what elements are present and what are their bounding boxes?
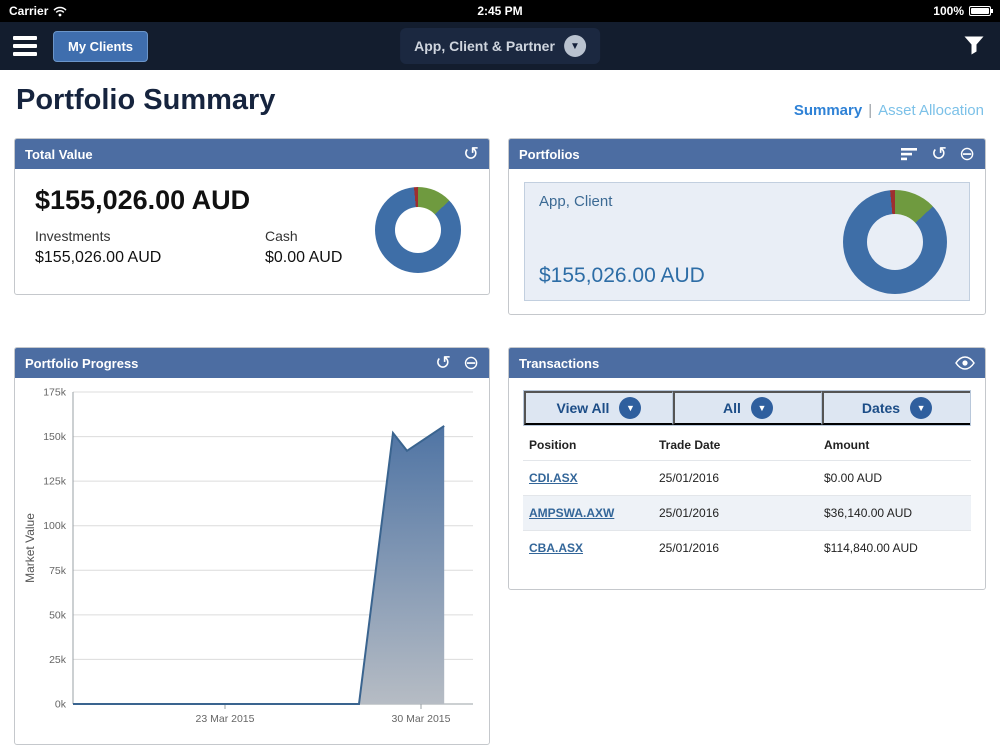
- amount-cell: $36,140.00 AUD: [824, 506, 913, 520]
- table-row: AMPSWA.AXW 25/01/2016 $36,140.00 AUD: [523, 495, 971, 530]
- scope-selector-label: App, Client & Partner: [414, 38, 555, 54]
- position-link[interactable]: CDI.ASX: [529, 471, 578, 485]
- cash-value: $0.00 AUD: [265, 249, 343, 266]
- panel-title: Total Value: [25, 146, 93, 162]
- svg-text:150k: 150k: [43, 431, 67, 443]
- tab-summary[interactable]: Summary: [793, 102, 863, 119]
- type-filter-label: All: [723, 400, 741, 416]
- tab-separator: |: [868, 102, 873, 119]
- svg-text:30 Mar 2015: 30 Mar 2015: [392, 713, 451, 725]
- chevron-down-icon: ▼: [750, 397, 773, 419]
- total-value-body: $155,026.00 AUD Investments $155,026.00 …: [15, 169, 489, 279]
- page-title: Portfolio Summary: [16, 84, 276, 116]
- portfolio-progress-panel: Portfolio Progress ↺ ⊖ 0k 25k 50k 75k 100k 12…: [14, 347, 490, 745]
- svg-text:100k: 100k: [43, 520, 67, 532]
- panel-title: Transactions: [519, 355, 600, 371]
- portfolio-name: App, Client: [539, 193, 613, 210]
- svg-text:Market Value: Market Value: [23, 513, 37, 583]
- transactions-filter-bar: View All ▼ All ▼ Dates ▼: [523, 390, 971, 426]
- portfolios-panel-header: Portfolios ↺ ⊖: [509, 139, 985, 169]
- total-value-panel-header: Total Value ↺: [15, 139, 489, 169]
- svg-text:50k: 50k: [49, 609, 67, 621]
- transactions-panel-header: Transactions: [509, 348, 985, 378]
- investments-value: $155,026.00 AUD: [35, 249, 162, 266]
- portfolios-body: App, Client $155,026.00 AUD: [509, 169, 985, 314]
- panel-title: Portfolios: [519, 146, 580, 162]
- investments-label: Investments: [35, 228, 111, 244]
- refresh-icon[interactable]: ↺: [435, 352, 452, 374]
- total-value-panel: Total Value ↺ $155,026.00 AUD Investment…: [14, 138, 490, 295]
- portfolios-panel: Portfolios ↺ ⊖ App, Client $155,026.00 A…: [508, 138, 986, 315]
- collapse-icon[interactable]: ⊖: [959, 143, 975, 165]
- svg-text:25k: 25k: [49, 654, 67, 666]
- donut-hole: [394, 206, 442, 254]
- amount-cell: $0.00 AUD: [824, 471, 883, 485]
- column-position: Position: [529, 438, 577, 452]
- column-trade-date: Trade Date: [659, 438, 721, 452]
- total-value-amount: $155,026.00 AUD: [35, 185, 251, 215]
- view-all-label: View All: [556, 400, 610, 416]
- total-value-donut-chart: [375, 187, 461, 273]
- transactions-rows: CDI.ASX 25/01/2016 $0.00 AUD AMPSWA.AXW 25/0…: [523, 460, 971, 565]
- donut-hole: [866, 213, 924, 271]
- type-filter-dropdown[interactable]: All ▼: [673, 391, 822, 425]
- table-row: CBA.ASX 25/01/2016 $114,840.00 AUD: [523, 530, 971, 565]
- collapse-icon[interactable]: ⊖: [463, 352, 479, 374]
- transactions-table-header: Position Trade Date Amount: [523, 426, 971, 460]
- svg-text:23 Mar 2015: 23 Mar 2015: [196, 713, 255, 725]
- chevron-down-icon: ▼: [563, 35, 586, 57]
- dates-filter-label: Dates: [861, 400, 901, 416]
- view-tabs: Summary | Asset Allocation: [794, 102, 984, 119]
- tab-asset-allocation[interactable]: Asset Allocation: [878, 102, 984, 119]
- wifi-icon: [53, 6, 67, 16]
- dates-filter-dropdown[interactable]: Dates ▼: [822, 391, 970, 425]
- battery-percent: 100%: [933, 4, 964, 18]
- eye-icon[interactable]: [955, 356, 975, 370]
- column-amount: Amount: [824, 438, 870, 452]
- position-link[interactable]: CBA.ASX: [529, 541, 584, 555]
- list-icon[interactable]: [901, 147, 919, 161]
- portfolio-list-item[interactable]: App, Client $155,026.00 AUD: [524, 182, 970, 301]
- portfolios-donut-chart: [843, 190, 947, 294]
- amount-cell: $114,840.00 AUD: [824, 541, 918, 555]
- portfolio-value: $155,026.00 AUD: [539, 264, 705, 287]
- status-bar: Carrier 2:45 PM 100%: [0, 0, 1000, 22]
- trade-date-cell: 25/01/2016: [659, 506, 720, 520]
- svg-text:0k: 0k: [55, 699, 67, 711]
- battery-icon: [969, 6, 993, 16]
- trade-date-cell: 25/01/2016: [659, 471, 720, 485]
- transactions-body: View All ▼ All ▼ Dates ▼ Position Trade …: [509, 378, 985, 577]
- position-link[interactable]: AMPSWA.AXW: [529, 506, 615, 520]
- menu-icon[interactable]: [13, 36, 37, 56]
- clock: 2:45 PM: [477, 4, 523, 18]
- cash-label: Cash: [265, 228, 298, 244]
- chevron-down-icon: ▼: [619, 397, 642, 419]
- carrier-label: Carrier: [9, 4, 49, 18]
- svg-text:175k: 175k: [43, 387, 67, 399]
- svg-text:75k: 75k: [49, 565, 67, 577]
- refresh-icon[interactable]: ↺: [463, 143, 479, 165]
- table-row: CDI.ASX 25/01/2016 $0.00 AUD: [523, 460, 971, 495]
- scope-selector-dropdown[interactable]: App, Client & Partner ▼: [400, 28, 600, 64]
- svg-text:125k: 125k: [43, 476, 67, 488]
- view-all-dropdown[interactable]: View All ▼: [524, 391, 673, 425]
- panel-title: Portfolio Progress: [25, 355, 139, 371]
- portfolio-progress-panel-header: Portfolio Progress ↺ ⊖: [15, 348, 489, 378]
- chevron-down-icon: ▼: [910, 397, 933, 419]
- trade-date-cell: 25/01/2016: [659, 541, 720, 555]
- nav-bar: My Clients App, Client & Partner ▼: [0, 22, 1000, 70]
- filter-icon[interactable]: [964, 36, 984, 60]
- my-clients-button[interactable]: My Clients: [53, 30, 149, 62]
- refresh-icon[interactable]: ↺: [931, 143, 948, 165]
- portfolio-progress-chart: 0k 25k 50k 75k 100k 125k 150k 175k Market Value 2…: [15, 378, 489, 744]
- transactions-panel: Transactions View All ▼ All ▼ Dates: [508, 347, 986, 590]
